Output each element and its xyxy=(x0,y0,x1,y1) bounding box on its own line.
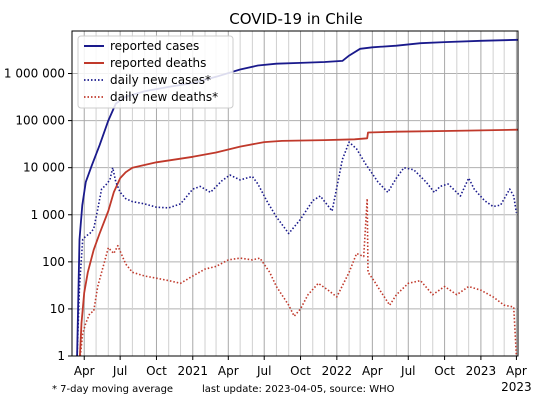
x-tick-label: Apr xyxy=(362,364,383,378)
update-note: last update: 2023-04-05, source: WHO xyxy=(202,384,395,395)
x-tick-label: Apr xyxy=(218,364,239,378)
legend-label: daily new cases* xyxy=(110,73,211,87)
x-tick-label: Oct xyxy=(290,364,311,378)
x-tick-label: Jul xyxy=(256,364,271,378)
y-tick-label: 100 xyxy=(42,255,65,269)
series-layer xyxy=(76,38,519,357)
x-tick-label: 2021 xyxy=(178,364,209,378)
series-line-4 xyxy=(79,197,518,357)
chart-title: COVID-19 in Chile xyxy=(229,10,363,28)
legend-box xyxy=(77,35,234,109)
legend-label: reported deaths xyxy=(110,56,206,70)
legend-label: reported cases xyxy=(110,39,199,53)
x-tick-label: 2023 xyxy=(466,364,497,378)
x-tick-label: Oct xyxy=(434,364,455,378)
x-tick-label: 2022 xyxy=(322,364,353,378)
x-axis: Apr Jul Oct 2021 Apr Jul Oct 2022 Apr Jul Oct 2023 A… xyxy=(74,356,532,394)
x-tick-label: Jul xyxy=(112,364,127,378)
y-axis: 1 10 100 1 000 10 000 100 000 1 000 000 xyxy=(4,67,72,363)
footnote: * 7-day moving average xyxy=(52,384,173,395)
x-tick-label: Jul xyxy=(400,364,415,378)
series-line-2 xyxy=(79,128,519,357)
y-tick-label: 10 xyxy=(50,302,65,316)
y-tick-label: 1 000 000 xyxy=(4,67,65,81)
x-tick-year-label: 2023 xyxy=(501,380,532,394)
series-line-3 xyxy=(76,141,518,357)
y-tick-label: 1 000 xyxy=(31,208,65,222)
legend-label: daily new deaths* xyxy=(110,90,218,104)
series-line-1 xyxy=(76,38,519,357)
y-tick-label: 100 000 xyxy=(15,114,65,128)
y-tick-label: 1 xyxy=(57,349,65,363)
x-tick-label: Oct xyxy=(146,364,167,378)
x-tick-label: Apr xyxy=(506,364,527,378)
y-tick-label: 10 000 xyxy=(23,161,65,175)
x-tick-label: Apr xyxy=(74,364,95,378)
legend: reported cases reported deaths daily new c… xyxy=(77,35,234,109)
plot-frame xyxy=(71,30,519,357)
